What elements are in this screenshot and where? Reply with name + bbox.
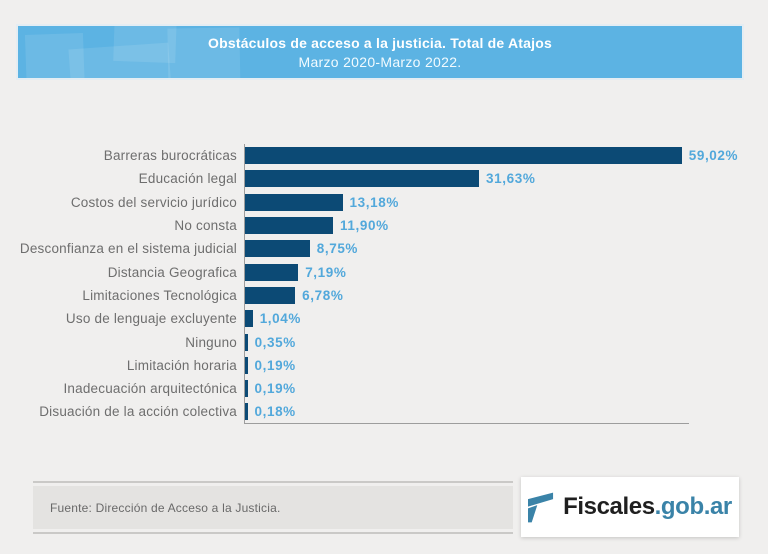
chart-row: Limitaciones Tecnológica 6,78% [16,284,756,307]
chart-row: Desconfianza en el sistema judicial 8,75% [16,237,756,260]
value-label: 0,19% [254,357,296,373]
value-label: 31,63% [486,171,536,187]
chart-row: Disuación de la acción colectiva 0,18% [16,400,756,423]
bar [245,147,682,165]
value-label: 6,78% [302,287,344,303]
bar [245,240,310,258]
chart-row: Ninguno 0,35% [16,330,756,353]
category-label: Limitaciones Tecnológica [82,287,237,303]
chart-rows: Barreras burocráticas 59,02% Educación leg… [16,144,756,424]
category-label: Distancia Geografica [107,264,237,280]
value-label: 8,75% [316,241,359,257]
bar [245,193,343,211]
category-label: Educación legal [138,171,237,187]
chart-row: Uso de lenguaje excluyente 1,04% [16,307,756,330]
chart-row: No consta 11,90% [16,214,756,237]
value-label: 7,19% [305,264,347,280]
bar [245,333,248,351]
bar [245,380,248,398]
logo-wordmark: Fiscales.gob.ar [563,495,732,519]
value-label: 11,90% [340,218,389,234]
category-label: Ninguno [185,334,237,350]
value-label: 0,19% [254,381,296,397]
chart-row: Costos del servicio jurídico 13,18% [16,191,756,214]
bar [245,286,296,304]
category-label: Limitación horaria [126,357,237,373]
category-label: Disuación de la acción colectiva [39,404,237,420]
x-axis-line [244,423,689,424]
chart-row: Limitación horaria 0,19% [16,354,756,377]
category-label: Inadecuación arquitectónica [63,381,237,397]
y-axis-line [244,144,245,424]
value-label: 0,35% [254,334,296,350]
chart-row: Educación legal 31,63% [16,167,756,190]
bar-chart: Barreras burocráticas 59,02% Educación leg… [16,144,756,425]
value-label: 1,04% [259,311,301,327]
chart-row: Inadecuación arquitectónica 0,19% [16,377,756,400]
category-label: Costos del servicio jurídico [70,194,237,210]
source-top-rule [33,481,513,483]
bar [245,310,253,328]
chart-row: Distancia Geografica 7,19% [16,260,756,283]
value-label: 0,18% [254,404,296,420]
bar [245,356,248,374]
source-text: Fuente: Dirección de Acceso a la Justici… [50,500,281,515]
source-box: Fuente: Dirección de Acceso a la Justici… [33,481,513,534]
source-bottom-rule [33,532,513,534]
logo-text-accent: .gob.ar [654,493,733,520]
category-label: Desconfianza en el sistema judicial [19,241,237,257]
logo-text-black: Fiscales [563,493,655,520]
chart-row: Barreras burocráticas 59,02% [16,144,756,167]
chart-subtitle: Marzo 2020-Marzo 2022. [298,53,462,70]
value-label: 13,18% [349,194,399,210]
bar [245,263,299,281]
category-label: Barreras burocráticas [103,148,237,164]
fiscales-logo: Fiscales.gob.ar [521,477,739,537]
source-body: Fuente: Dirección de Acceso a la Justici… [33,486,513,529]
bar [245,403,248,421]
category-label: No consta [174,218,237,234]
category-label: Uso de lenguaje excluyente [65,311,237,327]
bar [245,217,334,235]
value-label: 59,02% [688,148,739,164]
fiscales-f-icon [528,492,554,522]
bar [245,170,480,188]
chart-title: Obstáculos de acceso a la justicia. Tota… [208,34,552,51]
header-banner: Obstáculos de acceso a la justicia. Tota… [18,26,742,78]
